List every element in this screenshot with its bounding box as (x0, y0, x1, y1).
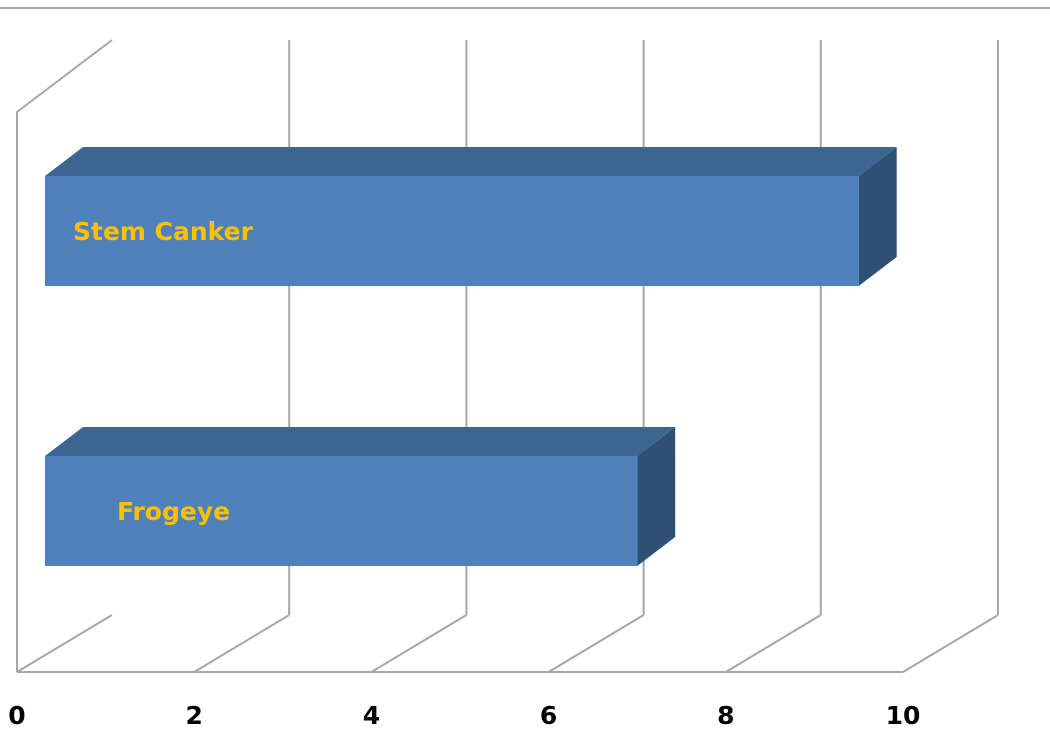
x-tick-label: 0 (8, 701, 25, 730)
bar-top-face (45, 427, 676, 456)
gridline-floor (902, 614, 999, 673)
x-tick-label: 6 (540, 701, 557, 730)
gridline-floor (16, 614, 113, 673)
gridline-floor (370, 614, 467, 673)
gridlines (16, 40, 999, 673)
bar-front-face (45, 176, 859, 286)
gridline-floor (193, 614, 290, 673)
x-tick-label: 8 (717, 701, 734, 730)
bar-label: Stem Canker (73, 217, 254, 246)
gridline-floor (548, 614, 645, 673)
x-tick-label: 2 (185, 701, 202, 730)
bar-side-face (858, 147, 897, 286)
bars: Stem Canker Frogeye (45, 147, 897, 566)
chart-walls (16, 39, 113, 672)
bar-label: Frogeye (117, 497, 230, 526)
bar-top-face (45, 147, 897, 176)
bar-front-face (45, 456, 638, 566)
side-wall-edge (16, 39, 113, 672)
gridline-floor (725, 614, 822, 673)
bar-stem-canker: Stem Canker (45, 147, 897, 286)
bar-side-face (637, 427, 676, 566)
x-axis-tick-labels: 0 2 4 6 8 10 (8, 701, 920, 730)
x-tick-label: 4 (363, 701, 380, 730)
x-tick-label: 10 (886, 701, 921, 730)
bar-frogeye: Frogeye (45, 427, 676, 566)
